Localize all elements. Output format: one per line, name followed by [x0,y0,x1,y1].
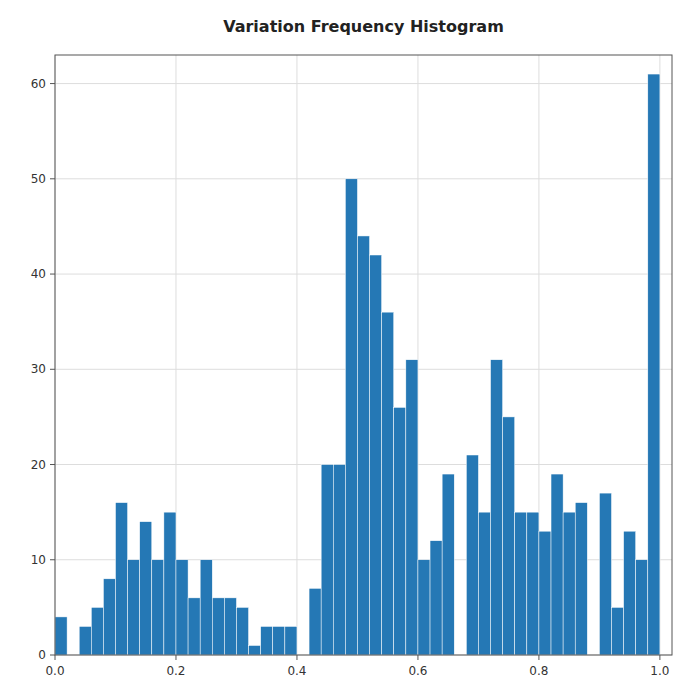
y-tick-label: 60 [31,77,46,91]
histogram-bar [345,179,357,655]
x-tick [55,655,56,660]
x-tick [417,655,418,660]
histogram-bar [430,541,442,655]
y-tick [50,274,55,275]
histogram-bar [140,522,152,655]
histogram-bar [224,598,236,655]
histogram-bar [636,560,648,655]
y-tick-label: 10 [31,553,46,567]
y-grid-line [55,178,672,179]
plot-frame [55,55,672,655]
histogram-bar [539,531,551,655]
histogram-bar [648,74,660,655]
y-tick [50,559,55,560]
histogram-bar [103,579,115,655]
histogram-bar [418,560,430,655]
histogram-bar [478,512,490,655]
histogram-bar [164,512,176,655]
chart-container: 0.0 0.2 0.4 0.6 0.8 1.0 0 10 20 30 40 50 60 Variation… [0,0,700,700]
histogram-bar [249,645,261,655]
histogram-bar [273,626,285,655]
histogram-bar [527,512,539,655]
histogram-bar [563,512,575,655]
y-tick-label: 40 [31,267,46,281]
histogram-bar [79,626,91,655]
histogram-bar [575,503,587,655]
histogram-bar [285,626,297,655]
histogram-bar [599,493,611,655]
plot-background [55,55,672,655]
x-tick-label: 0.6 [408,664,427,678]
chart-svg: 0.0 0.2 0.4 0.6 0.8 1.0 0 10 20 30 40 50 60 Variation… [0,0,700,700]
histogram-bar [176,560,188,655]
histogram-bar [406,360,418,655]
histogram-bar [612,607,624,655]
grid [55,55,672,655]
histogram-bar [261,626,273,655]
histogram-bar [624,531,636,655]
histogram-bar [188,598,200,655]
bars [55,74,660,655]
chart-title: Variation Frequency Histogram [223,17,504,36]
histogram-bar [442,474,454,655]
histogram-bar [370,255,382,655]
histogram-bar [91,607,103,655]
histogram-bar [382,312,394,655]
histogram-bar [333,465,345,655]
y-tick-label: 20 [31,458,46,472]
histogram-bar [357,236,369,655]
y-tick [50,655,55,656]
y-tick-label: 50 [31,172,46,186]
x-tick [659,655,660,660]
histogram-bar [321,465,333,655]
y-tick [50,83,55,84]
histogram-bar [503,417,515,655]
histogram-bar [515,512,527,655]
histogram-bar [115,503,127,655]
x-tick-label: 0.4 [287,664,306,678]
x-tick [175,655,176,660]
y-tick-label: 30 [31,362,46,376]
y-tick [50,369,55,370]
histogram-bar [200,560,212,655]
x-tick-label: 0.0 [45,664,64,678]
y-grid-line [55,83,672,84]
histogram-bar [466,455,478,655]
histogram-bar [128,560,140,655]
x-tick-label: 0.8 [529,664,548,678]
x-grid-line [296,55,297,655]
y-tick [50,464,55,465]
histogram-bar [212,598,224,655]
histogram-bar [551,474,563,655]
x-tick-label: 0.2 [166,664,185,678]
x-tick [296,655,297,660]
histogram-bar [309,588,321,655]
x-tick [538,655,539,660]
histogram-bar [236,607,248,655]
y-tick [50,178,55,179]
histogram-bar [55,617,67,655]
histogram-bar [394,407,406,655]
histogram-bar [491,360,503,655]
x-tick-label: 1.0 [650,664,669,678]
histogram-bar [152,560,164,655]
axes: 0.0 0.2 0.4 0.6 0.8 1.0 0 10 20 30 40 50 60 [31,77,670,678]
y-tick-label: 0 [38,648,46,662]
